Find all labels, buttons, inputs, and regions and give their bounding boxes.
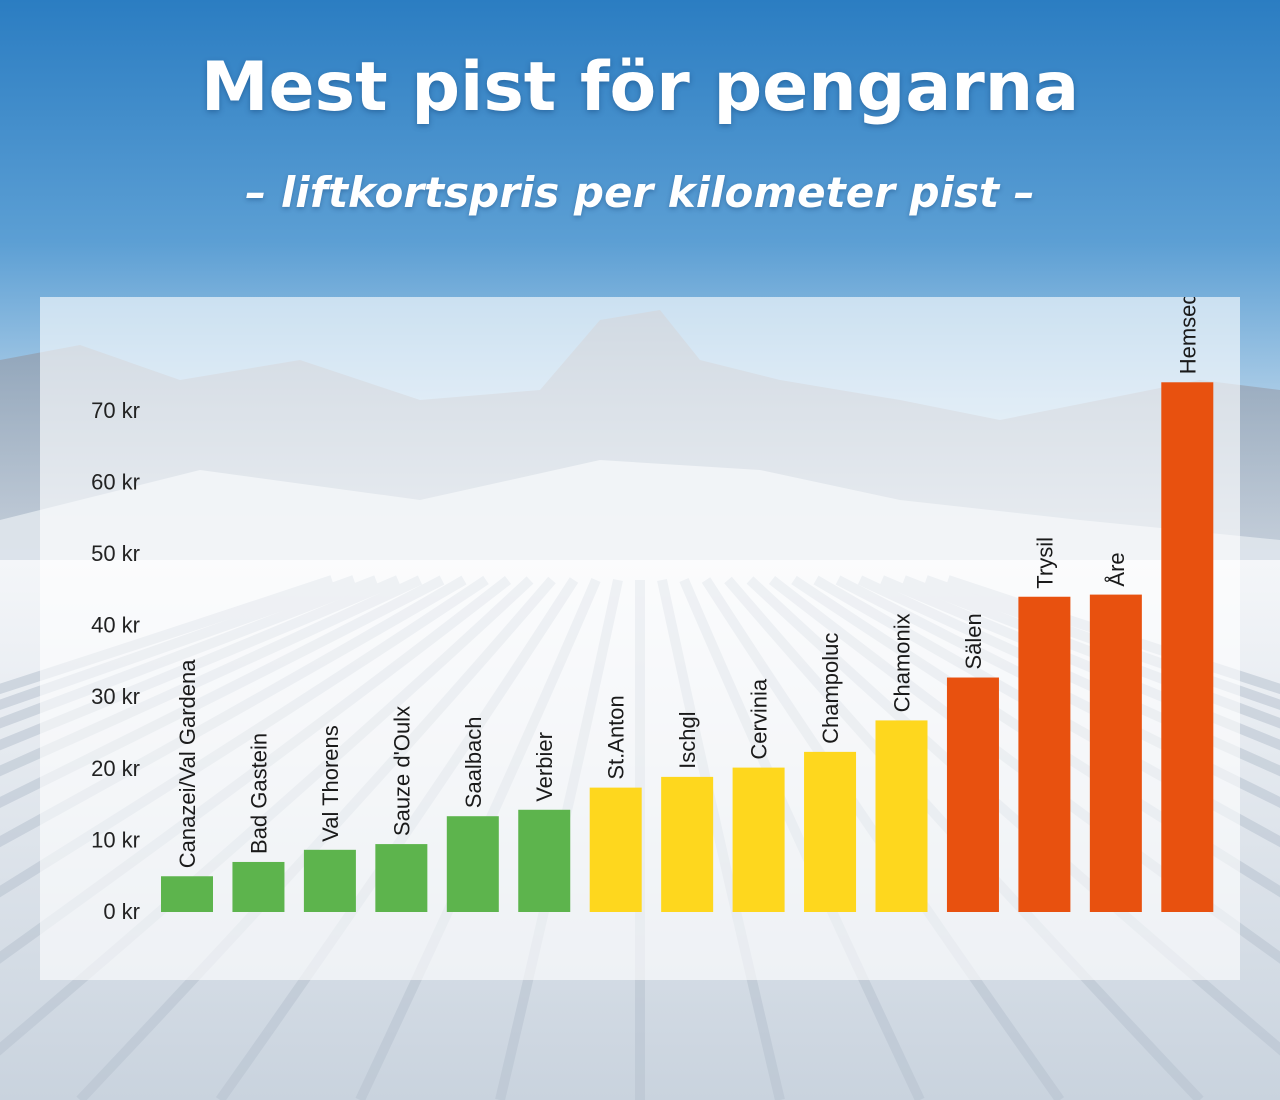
bar-category-label: Verbier (532, 732, 557, 802)
bar-category-label: Sälen (961, 613, 986, 669)
bar (661, 776, 714, 912)
bar (946, 677, 999, 912)
y-tick-label: 10 kr (91, 827, 140, 852)
y-tick-label: 50 kr (91, 541, 140, 566)
bar (804, 751, 857, 912)
y-tick-label: 60 kr (91, 469, 140, 494)
bar-category-label: Val Thorens (318, 725, 343, 842)
bar (875, 720, 928, 912)
bar-category-label: Åre (1104, 552, 1129, 586)
bar-category-label: Sauze d'Oulx (389, 706, 414, 836)
bar-category-label: Saalbach (461, 716, 486, 808)
y-tick-label: 30 kr (91, 684, 140, 709)
bar-category-label: St.Anton (604, 695, 629, 779)
bar-category-label: Champoluc (818, 633, 843, 744)
y-tick-label: 0 kr (103, 899, 140, 924)
bar (1018, 596, 1071, 912)
bar-category-label: Cervinia (747, 678, 772, 759)
bar-category-label: Trysil (1032, 537, 1057, 589)
bar-category-label: Ischgl (675, 711, 700, 768)
chart-subtitle: – liftkortspris per kilometer pist – (245, 168, 1035, 217)
bar-category-label: Bad Gastein (246, 733, 271, 854)
bar (732, 767, 785, 912)
bar (518, 809, 571, 912)
bar (1089, 594, 1142, 912)
y-tick-label: 20 kr (91, 756, 140, 781)
y-tick-label: 70 kr (91, 398, 140, 423)
bar (161, 876, 213, 912)
y-tick-label: 40 kr (91, 613, 140, 638)
bar-category-label: Hemsedal (1175, 297, 1200, 374)
chart-title: Mest pist för pengarna (200, 48, 1080, 127)
bar (232, 861, 285, 912)
bar-chart: 0 kr 10 kr 20 kr 30 kr 40 kr 50 kr 60 kr 70 kr C… (91, 297, 1214, 924)
chart-panel: 0 kr 10 kr 20 kr 30 kr 40 kr 50 kr 60 kr 70 kr C… (40, 297, 1240, 980)
bar (303, 849, 356, 912)
bar (589, 787, 642, 912)
bar-category-label: Canazei/Val Gardena (175, 659, 200, 868)
bar-category-label: Chamonix (890, 613, 915, 712)
bar (446, 816, 499, 912)
bar (1161, 382, 1214, 912)
bar (375, 844, 428, 912)
